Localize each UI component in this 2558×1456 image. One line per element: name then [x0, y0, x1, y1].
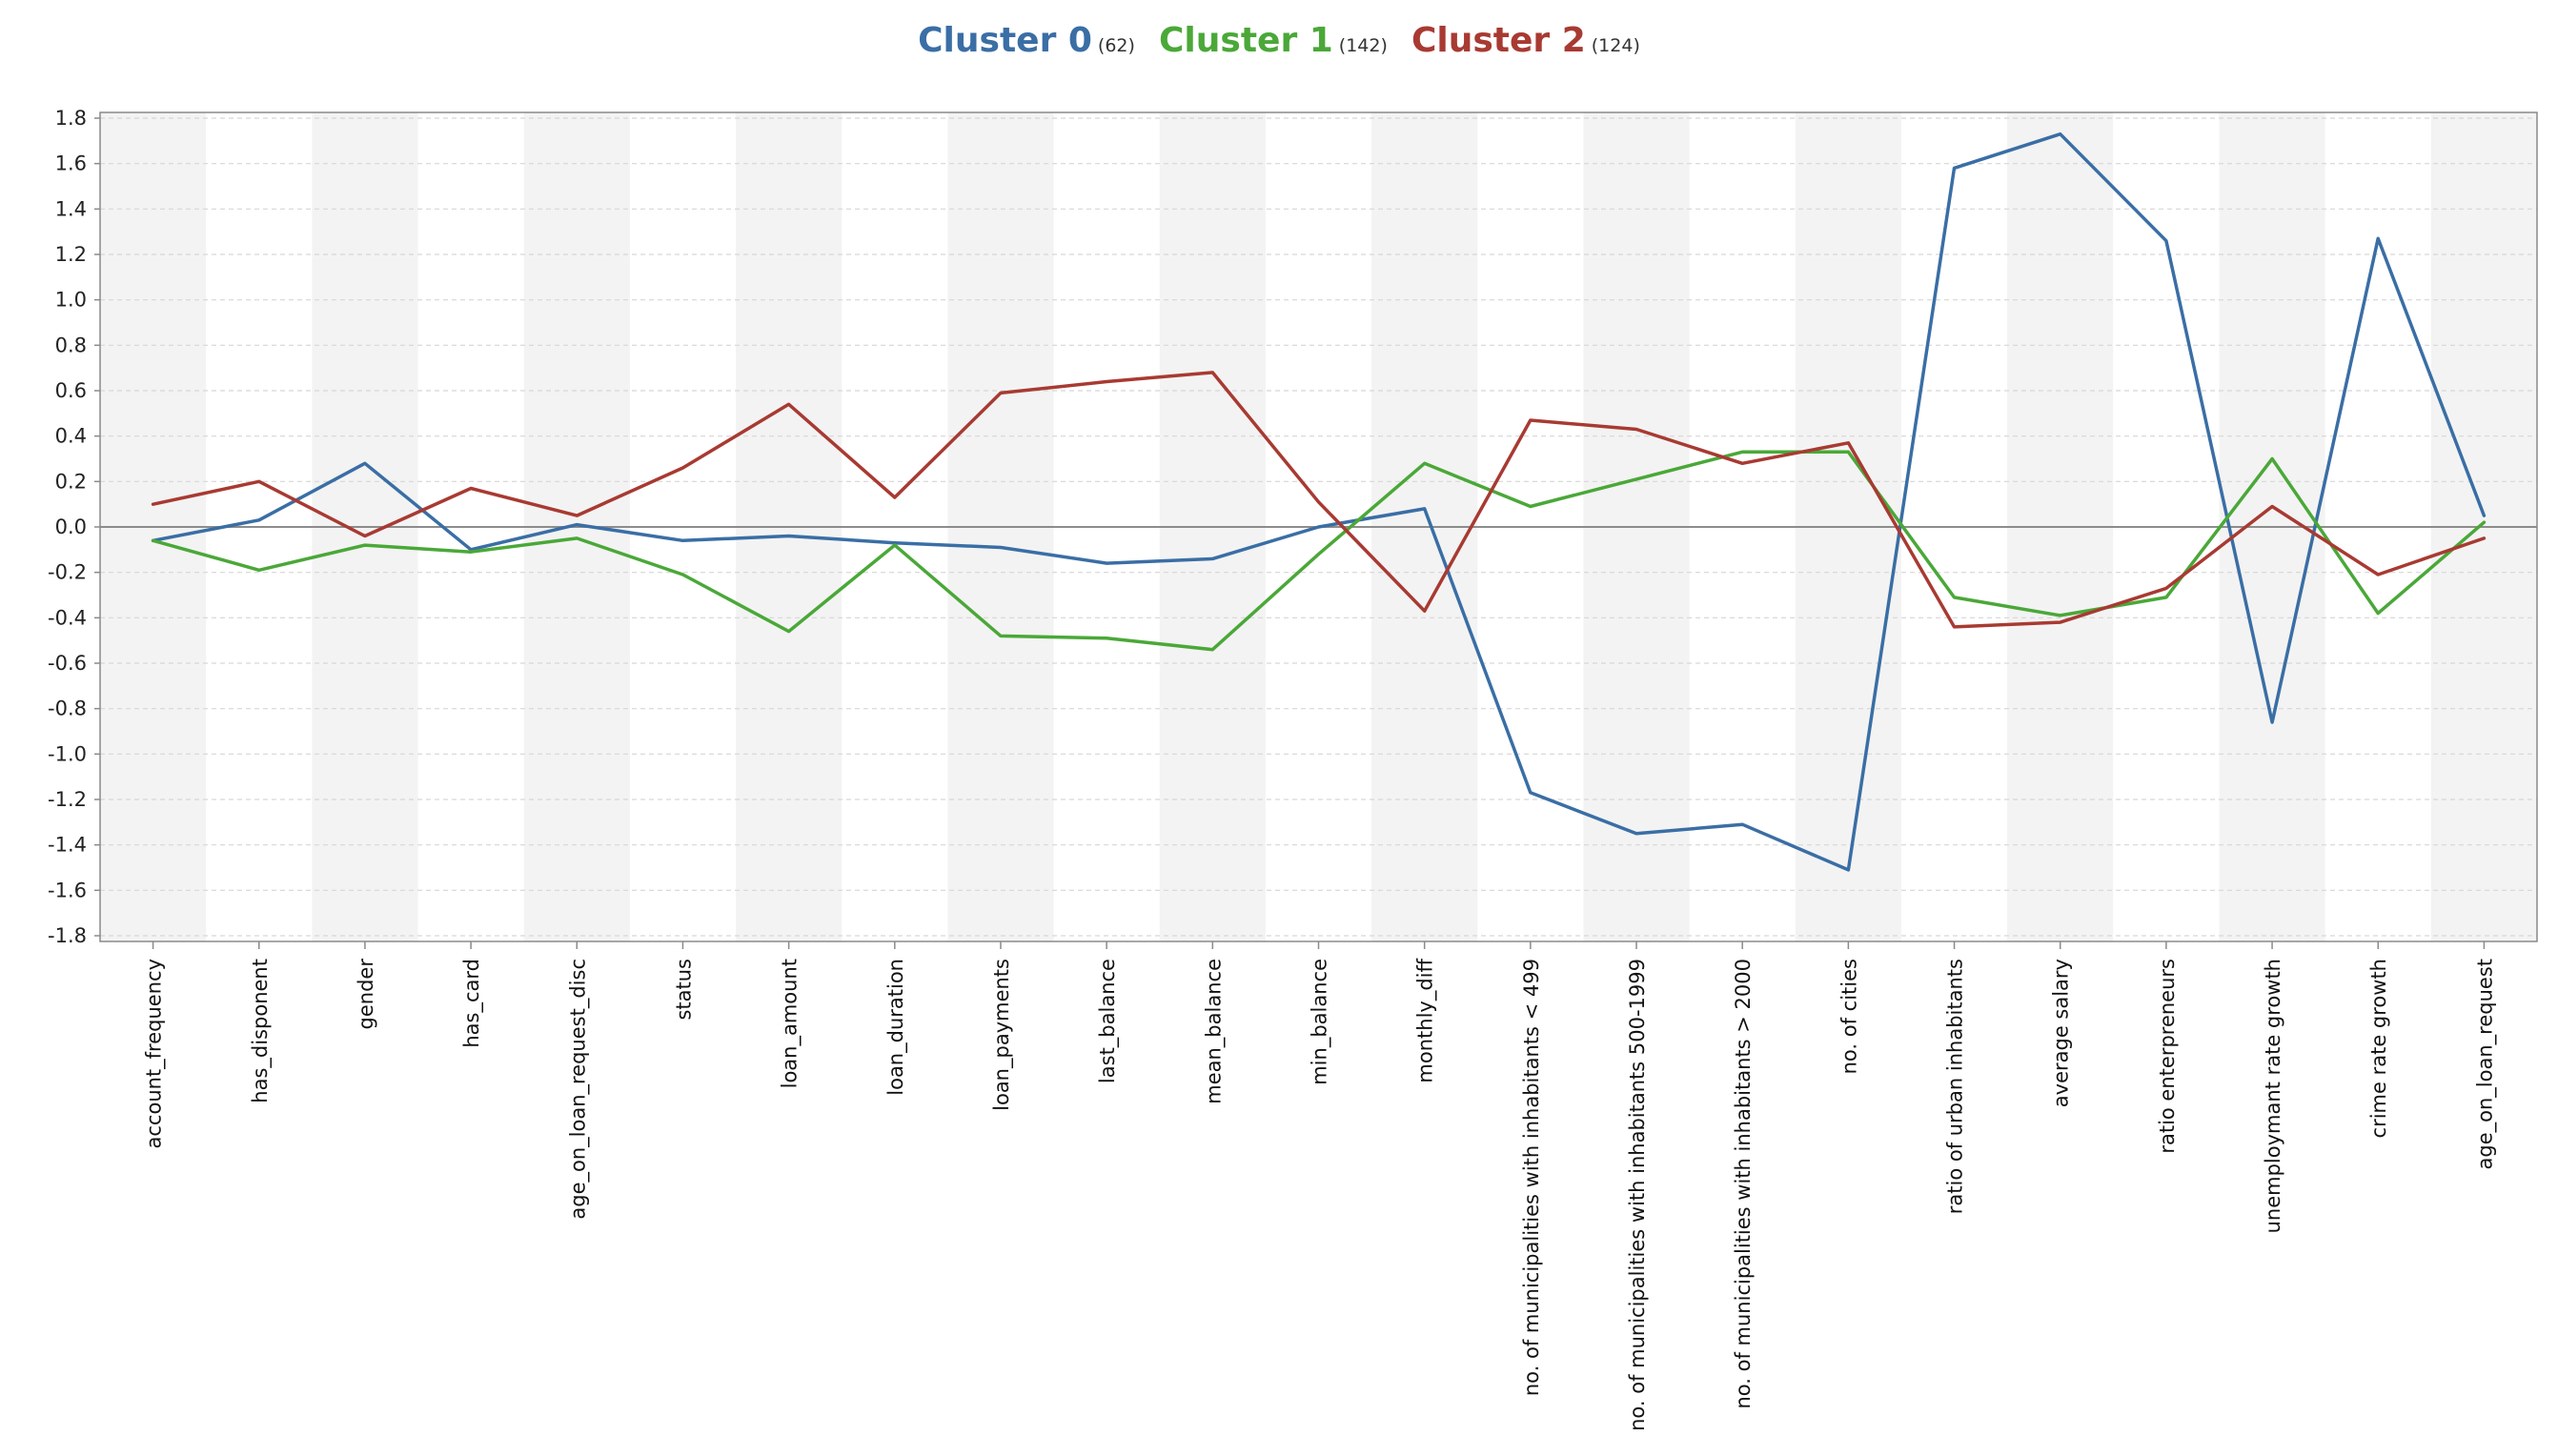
y-tick-label: 0.8: [55, 334, 87, 356]
legend-count-cluster-2: (124): [1591, 35, 1640, 56]
x-tick-label: has_card: [460, 959, 484, 1048]
x-tick-label: ratio of urban inhabitants: [1944, 959, 1967, 1214]
y-tick-label: 0.2: [55, 470, 87, 493]
plot-frame: [99, 111, 2538, 942]
legend-item-cluster-0[interactable]: Cluster 0 (62): [918, 21, 1135, 60]
x-tick-label: no. of municipalities with inhabitants 5…: [1626, 959, 1649, 1431]
y-tick-label: 1.6: [55, 152, 87, 175]
y-tick-label: -0.6: [48, 652, 87, 675]
y-tick-label: -1.2: [48, 788, 87, 811]
x-tick-label: monthly_diff: [1414, 958, 1438, 1082]
x-axis: account_frequency has_disponent gender has_…: [143, 941, 2497, 1431]
x-tick-label: loan_amount: [779, 959, 802, 1088]
series-lines: [151, 131, 2487, 872]
series-line-cluster-2: [151, 371, 2487, 629]
y-tick-label: -0.2: [48, 561, 87, 584]
y-tick-label: 1.4: [55, 197, 87, 220]
x-tick-label: last_balance: [1096, 959, 1120, 1083]
x-tick-label: status: [672, 959, 695, 1021]
x-tick-label: age_on_loan_request_disc: [566, 959, 590, 1220]
legend-item-cluster-1[interactable]: Cluster 1 (142): [1159, 21, 1388, 60]
x-tick-label: no. of municipalities with inhabitants >…: [1732, 959, 1755, 1409]
y-tick-label: 1.0: [55, 289, 87, 312]
y-axis: 1.8 1.6 1.4 1.2 1.0 0.8 0.6 0.4 0.2 0.0 -0.2 -0.4 -0…: [48, 107, 100, 947]
x-tick-label: has_disponent: [249, 959, 273, 1103]
grid-lines: [100, 117, 2537, 937]
y-tick-label: -1.0: [48, 742, 87, 765]
x-tick-label: loan_payments: [990, 959, 1014, 1111]
legend-count-cluster-1: (142): [1338, 35, 1388, 56]
x-tick-label: crime rate growth: [2367, 959, 2390, 1138]
y-tick-label: 0.6: [55, 379, 87, 402]
legend-label-cluster-0: Cluster 0: [918, 21, 1092, 60]
y-tick-label: 1.2: [55, 243, 87, 266]
legend-label-cluster-1: Cluster 1: [1159, 21, 1333, 60]
y-tick-label: -0.8: [48, 698, 87, 720]
y-tick-label: -1.8: [48, 924, 87, 947]
y-tick-label: -1.4: [48, 834, 87, 857]
y-tick-label: 1.8: [55, 107, 87, 130]
x-tick-label: gender: [355, 959, 377, 1030]
x-tick-label: no. of municipalities with inhabitants <…: [1520, 959, 1543, 1396]
x-tick-label: ratio enterpreneurs: [2156, 959, 2179, 1154]
x-tick-label: mean_balance: [1202, 959, 1226, 1104]
legend-label-cluster-2: Cluster 2: [1411, 21, 1586, 60]
x-tick-label: average salary: [2050, 959, 2073, 1107]
y-tick-label: 0.4: [55, 425, 87, 448]
legend-count-cluster-0: (62): [1097, 35, 1135, 56]
x-tick-label: no. of cities: [1837, 959, 1860, 1074]
legend-item-cluster-2[interactable]: Cluster 2 (124): [1411, 21, 1640, 60]
y-tick-label: 0.0: [55, 516, 87, 538]
x-tick-label: account_frequency: [143, 959, 167, 1149]
chart-legend: Cluster 0 (62) Cluster 1 (142) Cluster 2 (1…: [0, 21, 2558, 60]
x-tick-label: age_on_loan_request: [2473, 959, 2497, 1169]
y-tick-label: -1.6: [48, 879, 87, 901]
x-tick-label: loan_duration: [884, 959, 908, 1096]
x-tick-label: unemploymant rate growth: [2262, 959, 2284, 1233]
series-line-cluster-0: [151, 131, 2487, 872]
y-tick-label: -0.4: [48, 606, 87, 629]
x-tick-label: min_balance: [1309, 959, 1332, 1085]
